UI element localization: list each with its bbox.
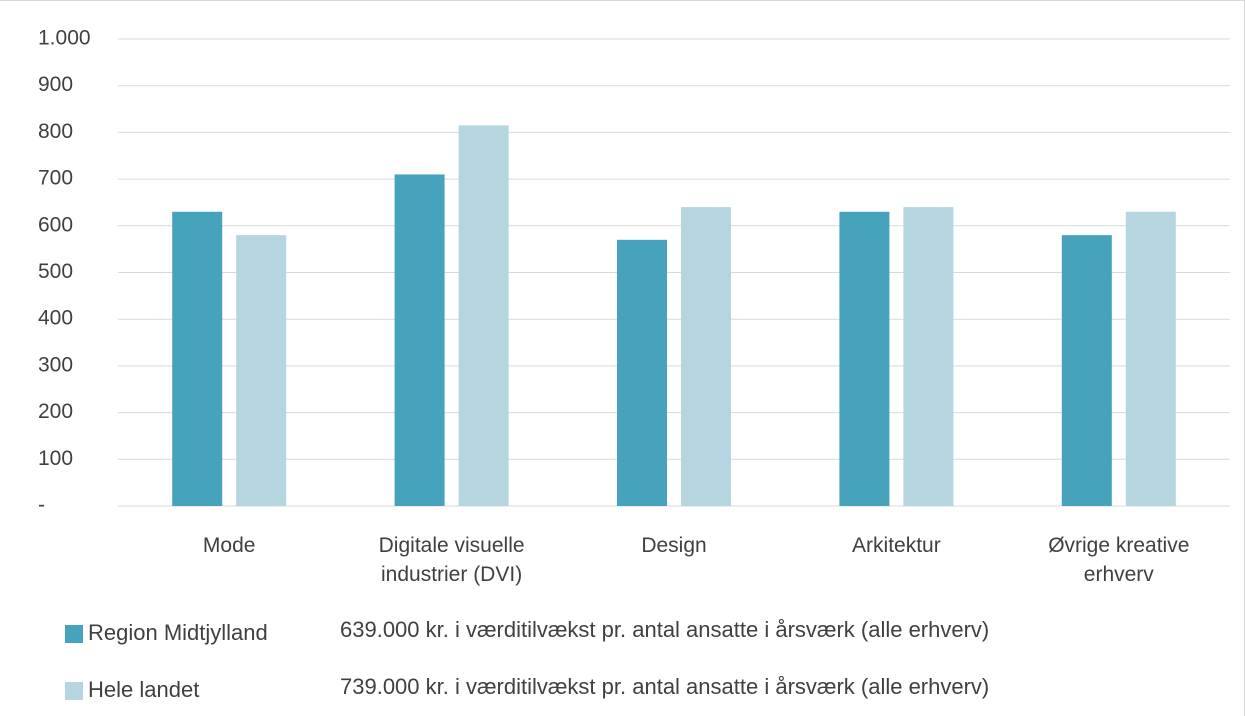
y-tick-label: 1.000 [38,27,91,50]
x-tick-label: Design [641,534,707,557]
legend-label: Region Midtjylland [88,620,268,645]
y-tick-label: 300 [38,353,73,376]
bar [617,239,667,506]
y-tick-label: 800 [38,120,73,143]
bar [236,235,287,506]
x-tick-label: Digitale visuelle industrier (DVI) [378,534,525,586]
legend-swatch [65,625,83,643]
y-tick-label: - [38,494,45,517]
legend-swatch [65,682,83,700]
bar [172,211,223,507]
annotation: 639.000 kr. i værditilvækst pr. antal an… [340,617,989,642]
bar [681,207,731,506]
legend-label: Hele landet [88,677,199,702]
y-tick-label: 400 [38,307,73,330]
x-tick-label: Mode [202,534,256,557]
y-tick-label: 600 [38,213,73,236]
y-tick-label: 700 [38,167,73,190]
annotation: 739.000 kr. i værditilvækst pr. antal an… [340,674,989,699]
x-tick-label: Øvrige kreative erhverv [1048,534,1190,586]
bar [903,207,954,506]
y-tick-label: 900 [38,73,73,96]
x-tick-label: Arkitektur [852,534,941,557]
bar [394,174,445,506]
y-tick-label: 500 [38,260,73,283]
bar [1061,235,1112,506]
bar [1125,211,1176,507]
bar [458,125,509,507]
y-tick-label: 100 [38,447,73,470]
y-tick-label: 200 [38,400,73,423]
bar [839,211,890,507]
